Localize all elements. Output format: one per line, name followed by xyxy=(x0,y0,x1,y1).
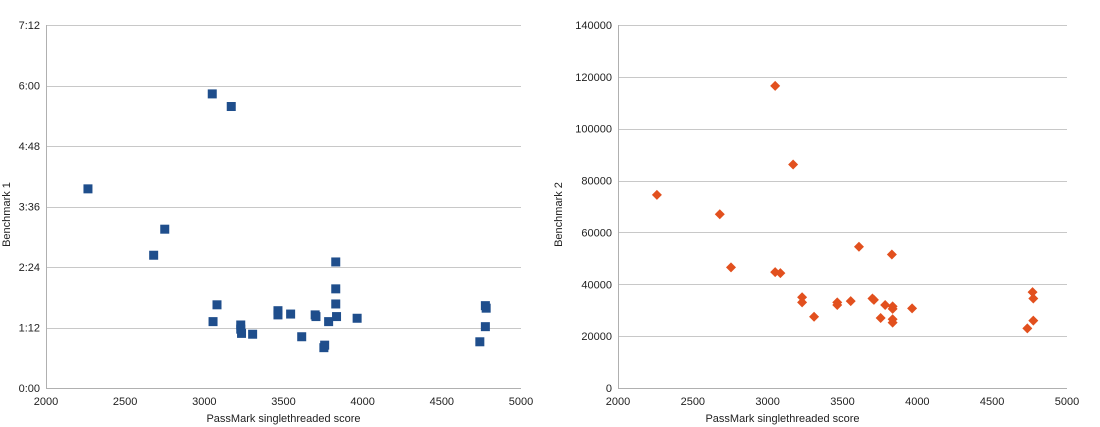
data-point xyxy=(331,284,341,294)
y-axis-title: Benchmark 1 xyxy=(1,182,13,247)
y-axis-title: Benchmark 2 xyxy=(553,182,565,247)
x-tick-label: 2500 xyxy=(113,396,137,408)
data-point xyxy=(297,332,307,342)
chart-1: 0:00 1:12 2:24 3:36 4:48 6:00 7:12 2000 2500 3000… xyxy=(1,20,533,425)
x-tick-label: 4500 xyxy=(430,396,454,408)
y-tick-label: 0:00 xyxy=(19,383,40,395)
data-point xyxy=(887,303,898,314)
data-point xyxy=(651,189,662,200)
y-tick-label: 60000 xyxy=(581,227,612,239)
data-point xyxy=(886,249,897,260)
data-point xyxy=(1028,315,1039,326)
x-tick-label: 4500 xyxy=(980,396,1004,408)
data-point xyxy=(868,294,879,305)
y-tick-label: 2:24 xyxy=(19,262,40,274)
data-point xyxy=(853,241,864,252)
x-tick-label: 4000 xyxy=(350,396,374,408)
data-point xyxy=(352,313,362,323)
y-tick-label: 140000 xyxy=(575,20,612,32)
x-tick-label: 5000 xyxy=(1055,396,1079,408)
data-point xyxy=(237,328,247,338)
x-tick-label: 3500 xyxy=(271,396,295,408)
data-point xyxy=(714,209,725,220)
data-point xyxy=(248,329,258,339)
data-point xyxy=(273,310,283,320)
y-tick-label: 40000 xyxy=(581,279,612,291)
data-point xyxy=(1022,323,1033,334)
chart-2: 0 20000 40000 60000 80000 100000 120000 140000 2… xyxy=(553,20,1079,425)
y-tick-label: 1:12 xyxy=(19,323,40,335)
data-point xyxy=(845,296,856,307)
data-point xyxy=(1028,293,1039,304)
data-point xyxy=(481,303,491,313)
x-tick-label: 2000 xyxy=(34,396,58,408)
data-point xyxy=(480,322,490,332)
y-tick-label: 3:36 xyxy=(19,202,40,214)
x-tick-label: 3500 xyxy=(830,396,854,408)
y-tick-label: 4:48 xyxy=(19,141,40,153)
data-point xyxy=(725,262,736,273)
data-point xyxy=(775,268,786,279)
data-point xyxy=(797,292,808,303)
data-point xyxy=(207,89,217,99)
y-tick-label: 7:12 xyxy=(19,20,40,32)
x-tick-label: 5000 xyxy=(509,396,533,408)
data-point xyxy=(212,300,222,310)
data-point xyxy=(226,102,236,112)
y-tick-label: 120000 xyxy=(575,72,612,84)
data-point xyxy=(320,340,330,350)
data-point xyxy=(331,257,341,267)
data-point xyxy=(770,80,781,91)
y-tick-label: 0 xyxy=(606,383,612,395)
data-point xyxy=(331,299,341,309)
data-point xyxy=(324,317,334,327)
data-point xyxy=(809,311,820,322)
data-point xyxy=(208,317,218,327)
x-tick-label: 4000 xyxy=(905,396,929,408)
x-axis-title: PassMark singlethreaded score xyxy=(705,413,859,425)
data-point xyxy=(887,317,898,328)
data-point xyxy=(880,300,891,311)
data-point xyxy=(160,224,170,234)
data-point xyxy=(475,337,485,347)
x-tick-label: 3000 xyxy=(192,396,216,408)
data-point xyxy=(149,250,159,260)
data-point xyxy=(875,312,886,323)
data-point xyxy=(83,184,93,194)
x-tick-label: 2500 xyxy=(681,396,705,408)
data-point xyxy=(797,297,808,308)
x-tick-label: 3000 xyxy=(755,396,779,408)
y-tick-label: 6:00 xyxy=(19,81,40,93)
y-tick-label: 20000 xyxy=(581,331,612,343)
y-tick-label: 100000 xyxy=(575,124,612,136)
data-point xyxy=(332,312,342,322)
x-axis-title: PassMark singlethreaded score xyxy=(206,413,360,425)
data-point xyxy=(311,312,321,322)
y-tick-label: 80000 xyxy=(581,176,612,188)
data-point xyxy=(286,309,296,319)
data-point xyxy=(788,159,799,170)
x-tick-label: 2000 xyxy=(606,396,630,408)
data-point xyxy=(832,300,843,311)
data-point xyxy=(1027,287,1038,298)
data-point xyxy=(907,303,918,314)
